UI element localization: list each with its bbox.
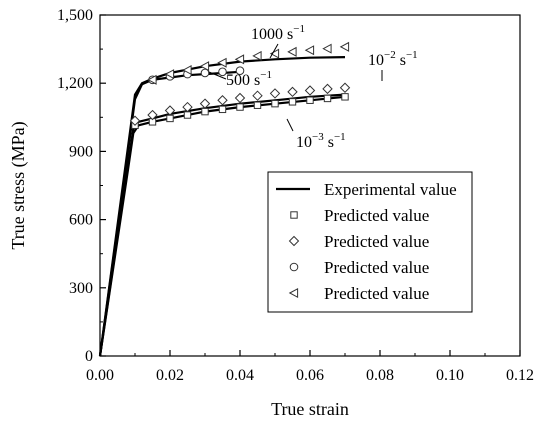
predicted-point-triangle-left [269, 48, 280, 59]
predicted-point-triangle-left [304, 45, 315, 56]
predicted-markers-group [129, 41, 351, 129]
ticks-group: 0.00 0.02 0.04 0.06 0.08 0.10 0.12 0 300 600 900 1,… [57, 7, 534, 384]
legend-marker-circle [289, 262, 299, 272]
predicted-point-diamond [164, 105, 176, 116]
legend-label: Predicted value [324, 206, 429, 225]
x-tick-label: 0.10 [436, 367, 464, 384]
legend: Experimental value Predicted value Predict… [267, 171, 473, 313]
predicted-point-circle [200, 68, 210, 78]
annotation-leader-line [208, 71, 227, 80]
predicted-point-triangle-left [234, 54, 245, 65]
y-axis-title: True stress (MPa) [8, 121, 29, 249]
x-axis-title: True strain [271, 399, 349, 419]
x-tick-label: 0.08 [366, 367, 394, 384]
legend-box [267, 171, 473, 313]
predicted-point-square [201, 107, 209, 116]
predicted-point-triangle-left [147, 74, 157, 85]
strain-rate-label: 1000 s−1 [251, 23, 305, 43]
y-tick-label: 600 [69, 212, 93, 229]
predicted-point-triangle-left [199, 61, 210, 72]
legend-label: Predicted value [324, 284, 429, 303]
predicted-point-triangle-left [252, 50, 262, 61]
predicted-point-square [288, 98, 297, 106]
experimental-curve [98, 56, 346, 357]
predicted-point-circle [235, 66, 245, 75]
predicted-point-square [306, 96, 314, 104]
predicted-point-triangle-left [182, 64, 192, 76]
predicted-point-diamond [217, 95, 228, 106]
x-tick-label: 0.06 [296, 367, 324, 384]
predicted-point-square [271, 99, 279, 108]
predicted-point-square [323, 94, 332, 103]
predicted-point-triangle-left [339, 41, 350, 52]
predicted-point-square [218, 105, 227, 114]
predicted-point-diamond [269, 88, 281, 99]
x-tick-label: 0.04 [226, 367, 254, 384]
predicted-point-diamond [287, 86, 298, 98]
y-tick-label: 1,500 [57, 7, 93, 24]
annotation-leader-line [269, 43, 279, 59]
x-tick-label: 0.00 [86, 367, 114, 384]
predicted-point-diamond [339, 82, 351, 93]
y-tick-label: 1,200 [57, 75, 93, 92]
annotation-leader-line [286, 118, 294, 132]
strain-rate-label: 500 s−1 [226, 69, 272, 89]
predicted-point-diamond [234, 92, 246, 104]
strain-rate-label: 10−3 s−1 [296, 131, 346, 151]
strain-rate-label: 10−2 s−1 [368, 49, 418, 69]
annotations-group: 1000 s−1 500 s−1 10−2 s−1 10−3 s−1 [208, 23, 418, 151]
predicted-point-diamond [129, 115, 141, 126]
y-tick-label: 900 [69, 143, 93, 160]
y-tick-label: 0 [85, 348, 93, 365]
predicted-point-triangle-left [322, 43, 332, 54]
x-tick-label: 0.12 [506, 367, 534, 384]
experimental-curve [98, 93, 346, 357]
predicted-point-square [341, 93, 349, 101]
predicted-point-circle [218, 67, 227, 77]
legend-marker-diamond [288, 235, 300, 247]
predicted-point-triangle-left [164, 69, 175, 80]
x-tick-label: 0.02 [156, 367, 184, 384]
predicted-point-square [253, 101, 262, 109]
legend-marker-triangle-left [288, 287, 299, 299]
legend-label: Experimental value [324, 180, 457, 199]
predicted-point-diamond [147, 109, 158, 121]
predicted-point-triangle-left [217, 57, 227, 68]
y-tick-label: 300 [69, 280, 93, 297]
predicted-point-diamond [182, 101, 193, 113]
legend-label: Predicted value [324, 232, 429, 251]
predicted-point-diamond [304, 85, 316, 96]
legend-marker-square [290, 211, 298, 219]
predicted-point-square [183, 111, 192, 119]
predicted-point-diamond [322, 83, 333, 95]
legend-label: Predicted value [324, 258, 429, 277]
predicted-point-square [236, 103, 244, 111]
predicted-point-square [166, 114, 174, 123]
predicted-point-diamond [252, 90, 263, 101]
predicted-point-triangle-left [287, 46, 297, 57]
predicted-point-diamond [199, 98, 211, 109]
